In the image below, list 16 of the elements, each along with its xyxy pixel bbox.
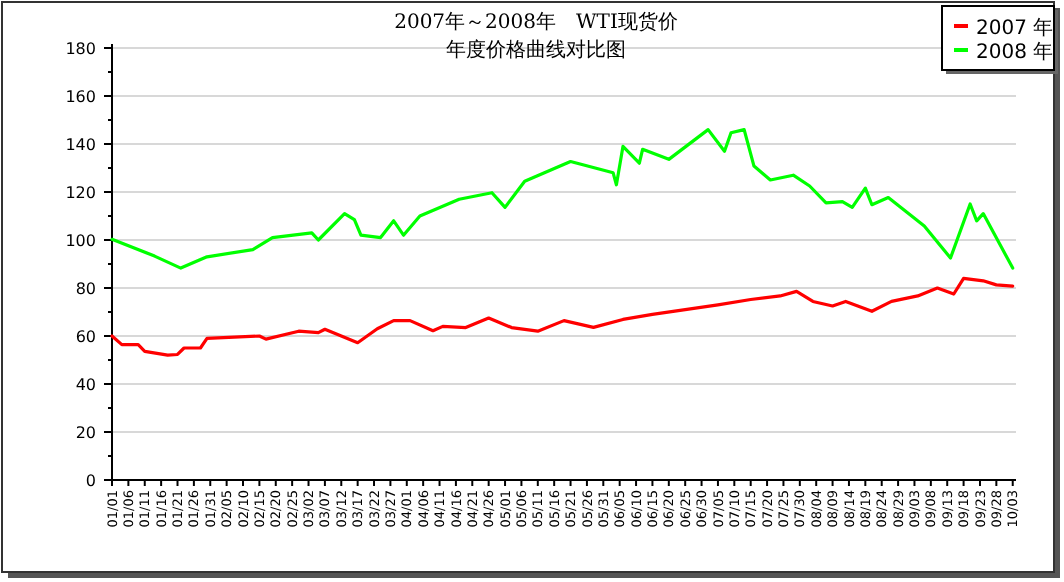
legend-label: 2008 年 bbox=[976, 40, 1054, 64]
y-tick-label: 120 bbox=[65, 184, 96, 202]
y-tick-label: 180 bbox=[65, 40, 96, 58]
y-tick-label: 60 bbox=[75, 328, 96, 346]
line-series bbox=[110, 128, 1015, 270]
legend-label: 2007 年 bbox=[976, 16, 1054, 40]
y-tick-label: 100 bbox=[65, 232, 96, 250]
line-series bbox=[110, 276, 1015, 357]
y-tick-label: 20 bbox=[75, 424, 96, 442]
y-tick-label: 0 bbox=[85, 472, 96, 490]
y-tick-label: 80 bbox=[75, 280, 96, 298]
chart-subtitle: 年度价格曲线对比图 bbox=[446, 38, 626, 62]
chart-title: 2007年～2008年 WTI现货价 bbox=[394, 10, 678, 34]
y-tick-label: 40 bbox=[75, 376, 96, 394]
y-tick-label: 160 bbox=[65, 88, 96, 106]
y-tick-label: 140 bbox=[65, 136, 96, 154]
